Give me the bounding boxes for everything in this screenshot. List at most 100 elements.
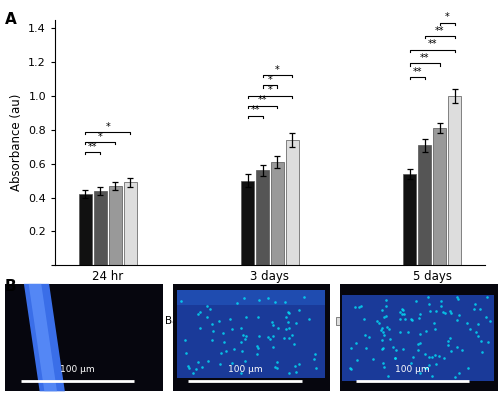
Bar — [94, 191, 107, 265]
Point — [392, 355, 400, 361]
Point — [268, 319, 276, 325]
Bar — [340, 284, 498, 391]
Point — [415, 315, 423, 322]
Y-axis label: Absorbance (au): Absorbance (au) — [10, 94, 22, 191]
Point — [237, 370, 245, 377]
Point — [286, 325, 294, 331]
Point — [454, 294, 462, 301]
Text: A: A — [5, 12, 17, 27]
Point — [346, 366, 354, 372]
Point — [474, 321, 482, 327]
Legend: Bare fiber, 5 wt%, 10 wt%, 15 wt%: Bare fiber, 5 wt%, 10 wt%, 15 wt% — [146, 312, 394, 331]
Point — [446, 335, 454, 341]
Point — [435, 353, 443, 360]
Text: 100 μm: 100 μm — [395, 365, 430, 374]
Point — [354, 304, 362, 310]
Point — [436, 297, 444, 304]
Point — [288, 332, 296, 339]
Point — [396, 329, 404, 335]
Point — [346, 365, 354, 371]
Point — [380, 360, 388, 366]
Point — [482, 314, 490, 320]
Point — [352, 340, 360, 346]
Text: **: ** — [412, 67, 422, 76]
Point — [206, 305, 214, 312]
Point — [255, 333, 263, 339]
Point — [291, 362, 299, 369]
Point — [400, 310, 408, 317]
Point — [416, 340, 424, 346]
Point — [432, 308, 440, 314]
Point — [220, 339, 228, 345]
Polygon shape — [24, 284, 65, 391]
Point — [392, 347, 400, 354]
Point — [182, 350, 190, 356]
Point — [424, 354, 432, 360]
Point — [292, 369, 300, 375]
Point — [477, 338, 485, 345]
Point — [185, 365, 193, 371]
Point — [378, 325, 386, 331]
Point — [269, 322, 277, 328]
Point — [242, 314, 250, 320]
Point — [412, 298, 420, 305]
Point — [401, 316, 409, 322]
Point — [202, 303, 210, 309]
Point — [414, 346, 422, 353]
Point — [196, 325, 203, 331]
Bar — [433, 128, 446, 265]
Text: B: B — [5, 279, 16, 294]
Point — [422, 328, 430, 335]
Point — [378, 346, 386, 352]
Point — [222, 347, 230, 354]
Point — [294, 361, 302, 367]
Text: 100 μm: 100 μm — [228, 365, 262, 374]
Point — [458, 347, 466, 353]
Point — [426, 308, 434, 315]
Point — [454, 344, 462, 350]
Point — [420, 350, 428, 357]
Text: *: * — [275, 65, 280, 75]
Point — [192, 366, 200, 372]
Point — [361, 332, 369, 339]
Point — [440, 354, 448, 361]
Point — [386, 335, 394, 342]
Point — [204, 314, 212, 321]
Point — [241, 336, 249, 342]
Point — [254, 297, 262, 303]
Point — [180, 337, 188, 343]
Point — [237, 339, 245, 346]
Point — [271, 299, 279, 306]
Text: *: * — [98, 132, 102, 142]
Point — [230, 345, 238, 352]
Point — [416, 331, 424, 337]
Point — [408, 317, 416, 323]
Point — [376, 320, 384, 327]
Point — [428, 354, 436, 360]
Point — [378, 328, 386, 335]
Text: *: * — [445, 12, 450, 22]
Point — [428, 373, 436, 380]
Point — [208, 337, 216, 344]
Point — [280, 335, 287, 342]
Point — [194, 311, 202, 317]
Bar — [177, 290, 326, 379]
Text: **: ** — [428, 40, 437, 50]
Bar — [256, 171, 269, 265]
Point — [396, 309, 404, 315]
Point — [226, 316, 234, 322]
Point — [305, 316, 313, 322]
Text: 100 μm: 100 μm — [60, 365, 95, 374]
Point — [431, 352, 439, 358]
Point — [284, 370, 292, 377]
Point — [268, 344, 276, 350]
Point — [253, 350, 261, 357]
Point — [353, 357, 361, 364]
Point — [378, 345, 386, 351]
Point — [290, 341, 298, 348]
Point — [209, 327, 217, 334]
Point — [471, 301, 479, 307]
Text: *: * — [106, 122, 110, 131]
Point — [271, 364, 279, 370]
Point — [442, 310, 450, 316]
